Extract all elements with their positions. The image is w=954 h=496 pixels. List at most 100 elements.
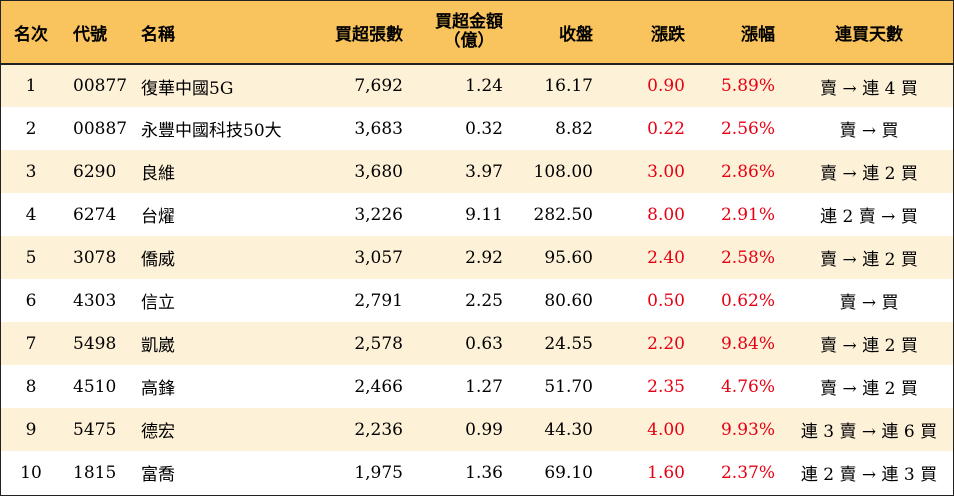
cell-trend: 連 2 賣 → 買 <box>820 207 918 227</box>
cell-code: 3078 <box>73 247 117 268</box>
cell-name: 凱崴 <box>141 336 175 356</box>
cell-code: 5475 <box>73 419 117 440</box>
cell-net-buy-lots: 3,680 <box>354 161 403 182</box>
cell-code: 4303 <box>73 290 117 311</box>
cell-change: 2.40 <box>647 247 685 268</box>
cell-trend: 連 3 賣 → 連 6 買 <box>800 422 938 442</box>
table-row: 7 5498 凱崴 2,578 0.63 24.55 2.20 9.84% 賣 → 連 2 買 <box>1 322 953 365</box>
cell-rank: 4 <box>25 204 37 225</box>
cell-change-pct: 4.76% <box>720 376 775 397</box>
cell-rank: 9 <box>25 419 37 440</box>
cell-name: 良維 <box>141 164 175 184</box>
cell-name: 德宏 <box>141 422 175 442</box>
cell-net-buy-lots: 3,057 <box>354 247 403 268</box>
cell-change: 0.90 <box>647 76 685 96</box>
cell-trend: 賣 → 連 2 買 <box>820 250 918 270</box>
cell-rank: 6 <box>25 290 37 311</box>
cell-close: 69.10 <box>544 462 593 483</box>
cell-trend: 賣 → 買 <box>839 121 899 141</box>
cell-change-pct: 9.93% <box>720 419 775 440</box>
cell-net-buy-amount: 1.36 <box>465 462 503 483</box>
header-name: 名稱 <box>133 1 303 65</box>
cell-trend: 賣 → 買 <box>839 293 899 313</box>
cell-name: 高鋒 <box>141 379 175 399</box>
cell-net-buy-lots: 1,975 <box>354 462 403 483</box>
header-change-pct: 漲幅 <box>695 1 785 65</box>
cell-rank: 8 <box>25 376 37 397</box>
cell-change-pct: 2.58% <box>720 247 775 268</box>
cell-rank: 3 <box>25 161 37 182</box>
cell-trend: 連 2 賣 → 連 3 買 <box>800 465 938 485</box>
table-row: 10 1815 富喬 1,975 1.36 69.10 1.60 2.37% 連 2 賣 → 連… <box>1 451 953 494</box>
cell-name: 復華中國5G <box>141 78 234 99</box>
header-code: 代號 <box>61 1 133 65</box>
cell-close: 24.55 <box>544 333 593 354</box>
cell-change: 1.60 <box>647 462 685 483</box>
cell-net-buy-lots: 3,226 <box>354 204 403 225</box>
cell-close: 108.00 <box>533 161 593 182</box>
cell-net-buy-amount: 1.27 <box>465 376 503 397</box>
cell-trend: 賣 → 連 2 買 <box>820 379 918 399</box>
cell-rank: 2 <box>25 118 37 139</box>
cell-trend: 賣 → 連 4 買 <box>820 78 918 99</box>
cell-net-buy-amount: 0.99 <box>465 419 503 440</box>
cell-close: 80.60 <box>544 290 593 311</box>
cell-net-buy-amount: 3.97 <box>465 161 503 182</box>
cell-name: 永豐中國科技50大 <box>141 121 282 141</box>
cell-change: 0.22 <box>647 118 685 139</box>
table-body: 1 00877 復華中國5G 7,692 1.24 16.17 0.90 5.89% 賣 → 連… <box>1 64 953 494</box>
cell-net-buy-lots: 2,791 <box>354 290 403 311</box>
header-rank: 名次 <box>1 1 61 65</box>
cell-change: 3.00 <box>647 161 685 182</box>
cell-code: 6274 <box>73 204 117 225</box>
cell-code: 1815 <box>73 462 117 483</box>
header-trend: 連買天數 <box>785 1 953 65</box>
cell-net-buy-amount: 1.24 <box>465 76 503 96</box>
cell-code: 00877 <box>73 76 128 96</box>
cell-close: 44.30 <box>544 419 593 440</box>
cell-close: 95.60 <box>544 247 593 268</box>
cell-close: 16.17 <box>544 76 593 96</box>
header-net-buy-amount-line2: （億） <box>443 31 495 51</box>
header-change: 漲跌 <box>603 1 695 65</box>
table-row: 1 00877 復華中國5G 7,692 1.24 16.17 0.90 5.89% 賣 → 連… <box>1 64 953 107</box>
cell-close: 282.50 <box>533 204 593 225</box>
table-row: 4 6274 台燿 3,226 9.11 282.50 8.00 2.91% 連 2 賣 → 買 <box>1 193 953 236</box>
cell-code: 6290 <box>73 161 117 182</box>
header-close: 收盤 <box>513 1 603 65</box>
cell-change: 8.00 <box>647 204 685 225</box>
cell-name: 富喬 <box>141 465 175 485</box>
cell-net-buy-amount: 2.25 <box>465 290 503 311</box>
cell-net-buy-lots: 2,466 <box>354 376 403 397</box>
cell-name: 信立 <box>141 293 175 313</box>
cell-net-buy-amount: 0.63 <box>465 333 503 354</box>
cell-change-pct: 2.56% <box>720 118 775 139</box>
header-row: 名次 代號 名稱 買超張數 買超金額 （億） 收盤 漲跌 漲幅 連買天數 <box>1 1 953 65</box>
cell-trend: 賣 → 連 2 買 <box>820 336 918 356</box>
table-row: 3 6290 良維 3,680 3.97 108.00 3.00 2.86% 賣 → 連 2 買 <box>1 150 953 193</box>
cell-close: 51.70 <box>544 376 593 397</box>
cell-code: 00887 <box>73 118 128 139</box>
cell-rank: 1 <box>25 76 37 96</box>
cell-code: 4510 <box>73 376 117 397</box>
cell-change: 2.20 <box>647 333 685 354</box>
cell-name: 台燿 <box>141 207 175 227</box>
cell-code: 5498 <box>73 333 117 354</box>
cell-change-pct: 0.62% <box>720 290 775 311</box>
cell-close: 8.82 <box>555 118 593 139</box>
table-row: 6 4303 信立 2,791 2.25 80.60 0.50 0.62% 賣 → 買 <box>1 279 953 322</box>
cell-rank: 10 <box>20 462 42 483</box>
cell-rank: 7 <box>25 333 37 354</box>
table-row: 5 3078 僑威 3,057 2.92 95.60 2.40 2.58% 賣 → 連 2 買 <box>1 236 953 279</box>
cell-change-pct: 2.86% <box>720 161 775 182</box>
cell-net-buy-amount: 9.11 <box>465 204 503 225</box>
cell-net-buy-amount: 0.32 <box>465 118 503 139</box>
header-net-buy-amount-line1: 買超金額 <box>435 12 503 32</box>
header-net-buy-lots: 買超張數 <box>303 1 413 65</box>
cell-net-buy-amount: 2.92 <box>465 247 503 268</box>
cell-change: 2.35 <box>647 376 685 397</box>
cell-net-buy-lots: 2,578 <box>354 333 403 354</box>
table-row: 9 5475 德宏 2,236 0.99 44.30 4.00 9.93% 連 3 賣 → 連 … <box>1 408 953 451</box>
